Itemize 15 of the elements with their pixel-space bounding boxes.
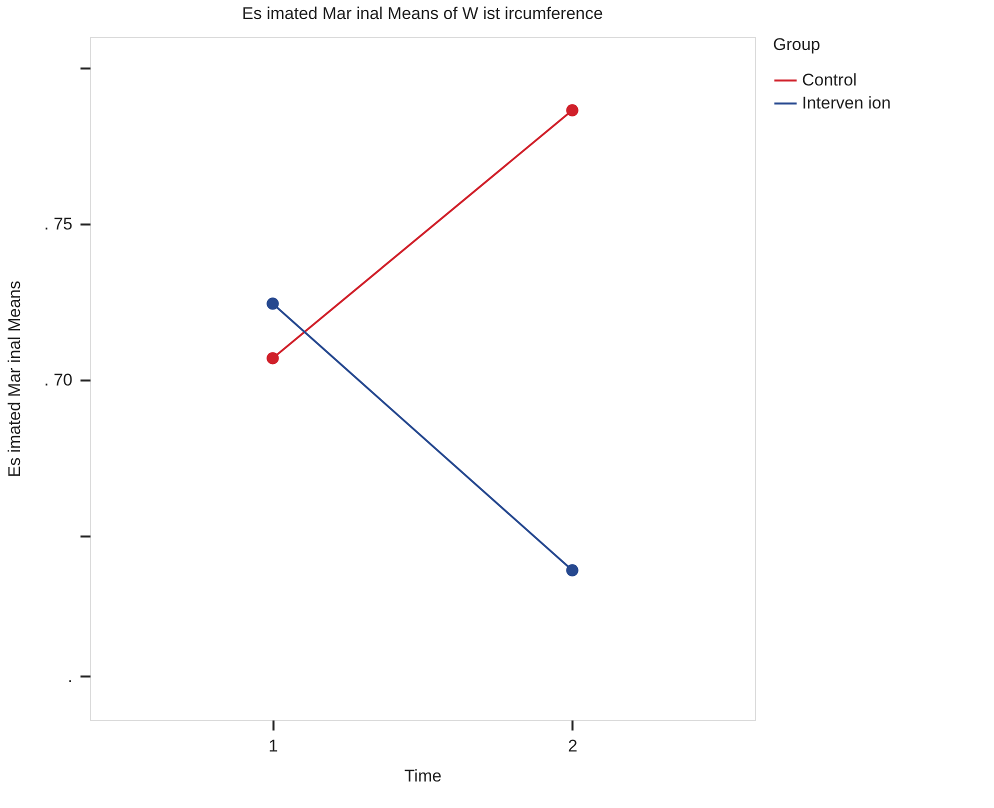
y-tick-label: . 75 xyxy=(44,214,72,234)
legend-label: Interven ion xyxy=(802,94,891,112)
x-tick-label: 2 xyxy=(568,736,578,756)
point xyxy=(566,104,578,116)
y-axis-title: Es imated Mar inal Means xyxy=(5,280,24,478)
point xyxy=(266,352,279,364)
legend-label: Control xyxy=(802,70,857,90)
point xyxy=(566,564,578,576)
y-tick-label: . 70 xyxy=(44,370,72,390)
x-axis-title: Time xyxy=(404,766,442,786)
chart-title: Es imated Mar inal Means of W ist ircumference xyxy=(242,4,603,23)
legend-title: Group xyxy=(773,35,820,54)
y-tick-label: . xyxy=(68,666,72,686)
x-tick-label: 1 xyxy=(268,736,278,756)
point xyxy=(266,298,279,310)
